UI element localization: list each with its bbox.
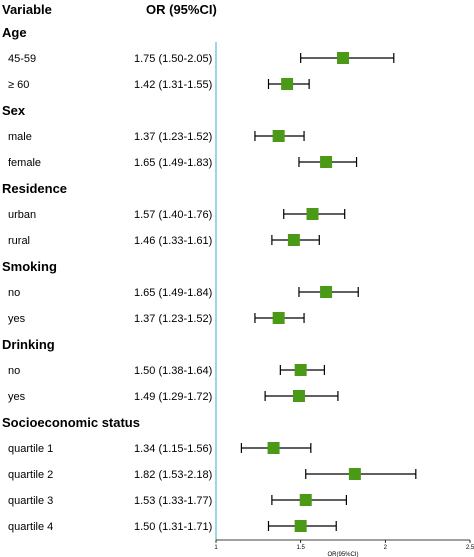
row-label: quartile 3: [8, 495, 53, 507]
x-tick-label: 2: [384, 545, 388, 551]
x-axis-label: OR(95%CI): [327, 552, 358, 557]
group-label: Drinking: [2, 337, 55, 352]
or-point-marker: [320, 286, 333, 298]
row-label: yes: [8, 313, 26, 325]
row-label: quartile 2: [8, 469, 53, 481]
row-label: male: [8, 131, 32, 143]
or-value-label: 1.50 (1.38-1.64): [134, 365, 212, 377]
group-label: Age: [2, 25, 27, 40]
row-label: quartile 4: [8, 521, 53, 533]
or-point-marker: [281, 78, 294, 90]
or-value-label: 1.82 (1.53-2.18): [134, 469, 212, 481]
or-value-label: 1.57 (1.40-1.76): [134, 209, 212, 221]
forest-rows: Age 45-59 1.75 (1.50-2.05) ≥ 60 1.42 (1.31-1…: [2, 25, 417, 540]
row-label: no: [8, 287, 20, 299]
group-label: Smoking: [2, 259, 57, 274]
or-point-marker: [306, 208, 319, 220]
row-label: ≥ 60: [8, 79, 29, 91]
or-value-label: 1.42 (1.31-1.55): [134, 79, 212, 91]
group-label: Sex: [2, 103, 26, 118]
or-value-label: 1.50 (1.31-1.71): [134, 521, 212, 533]
x-tick-label: 1.5: [296, 545, 305, 551]
or-point-marker: [267, 442, 280, 454]
variable-column-header: Variable: [2, 2, 52, 17]
group-label: Socioeconomic status: [2, 415, 140, 430]
or-column-header: OR (95%CI): [146, 2, 217, 17]
x-axis: 1 1.5 2 2.5 OR(95%CI): [214, 539, 474, 557]
x-tick-label: 2.5: [466, 545, 474, 551]
or-value-label: 1.53 (1.33-1.77): [134, 495, 212, 507]
or-value-label: 1.37 (1.23-1.52): [134, 131, 212, 143]
or-point-marker: [320, 156, 333, 168]
row-label: 45-59: [8, 53, 36, 65]
or-point-marker: [299, 494, 312, 506]
group-label: Residence: [2, 181, 67, 196]
row-label: quartile 1: [8, 443, 53, 455]
or-value-label: 1.75 (1.50-2.05): [134, 53, 212, 65]
or-value-label: 1.65 (1.49-1.84): [134, 287, 212, 299]
or-point-marker: [272, 312, 285, 324]
or-point-marker: [272, 130, 285, 142]
row-label: female: [8, 157, 41, 169]
or-value-label: 1.46 (1.33-1.61): [134, 235, 212, 247]
or-point-marker: [294, 364, 307, 376]
or-point-marker: [294, 520, 307, 532]
or-point-marker: [292, 390, 305, 402]
or-value-label: 1.65 (1.49-1.83): [134, 157, 212, 169]
or-value-label: 1.49 (1.29-1.72): [134, 391, 212, 403]
or-value-label: 1.34 (1.15-1.56): [134, 443, 212, 455]
or-point-marker: [287, 234, 300, 246]
row-label: rural: [8, 235, 30, 247]
row-label: urban: [8, 209, 36, 221]
or-point-marker: [337, 52, 349, 64]
row-label: yes: [8, 391, 26, 403]
row-label: no: [8, 365, 20, 377]
or-value-label: 1.37 (1.23-1.52): [134, 313, 212, 325]
or-point-marker: [348, 468, 361, 480]
x-tick-label: 1: [214, 545, 218, 551]
